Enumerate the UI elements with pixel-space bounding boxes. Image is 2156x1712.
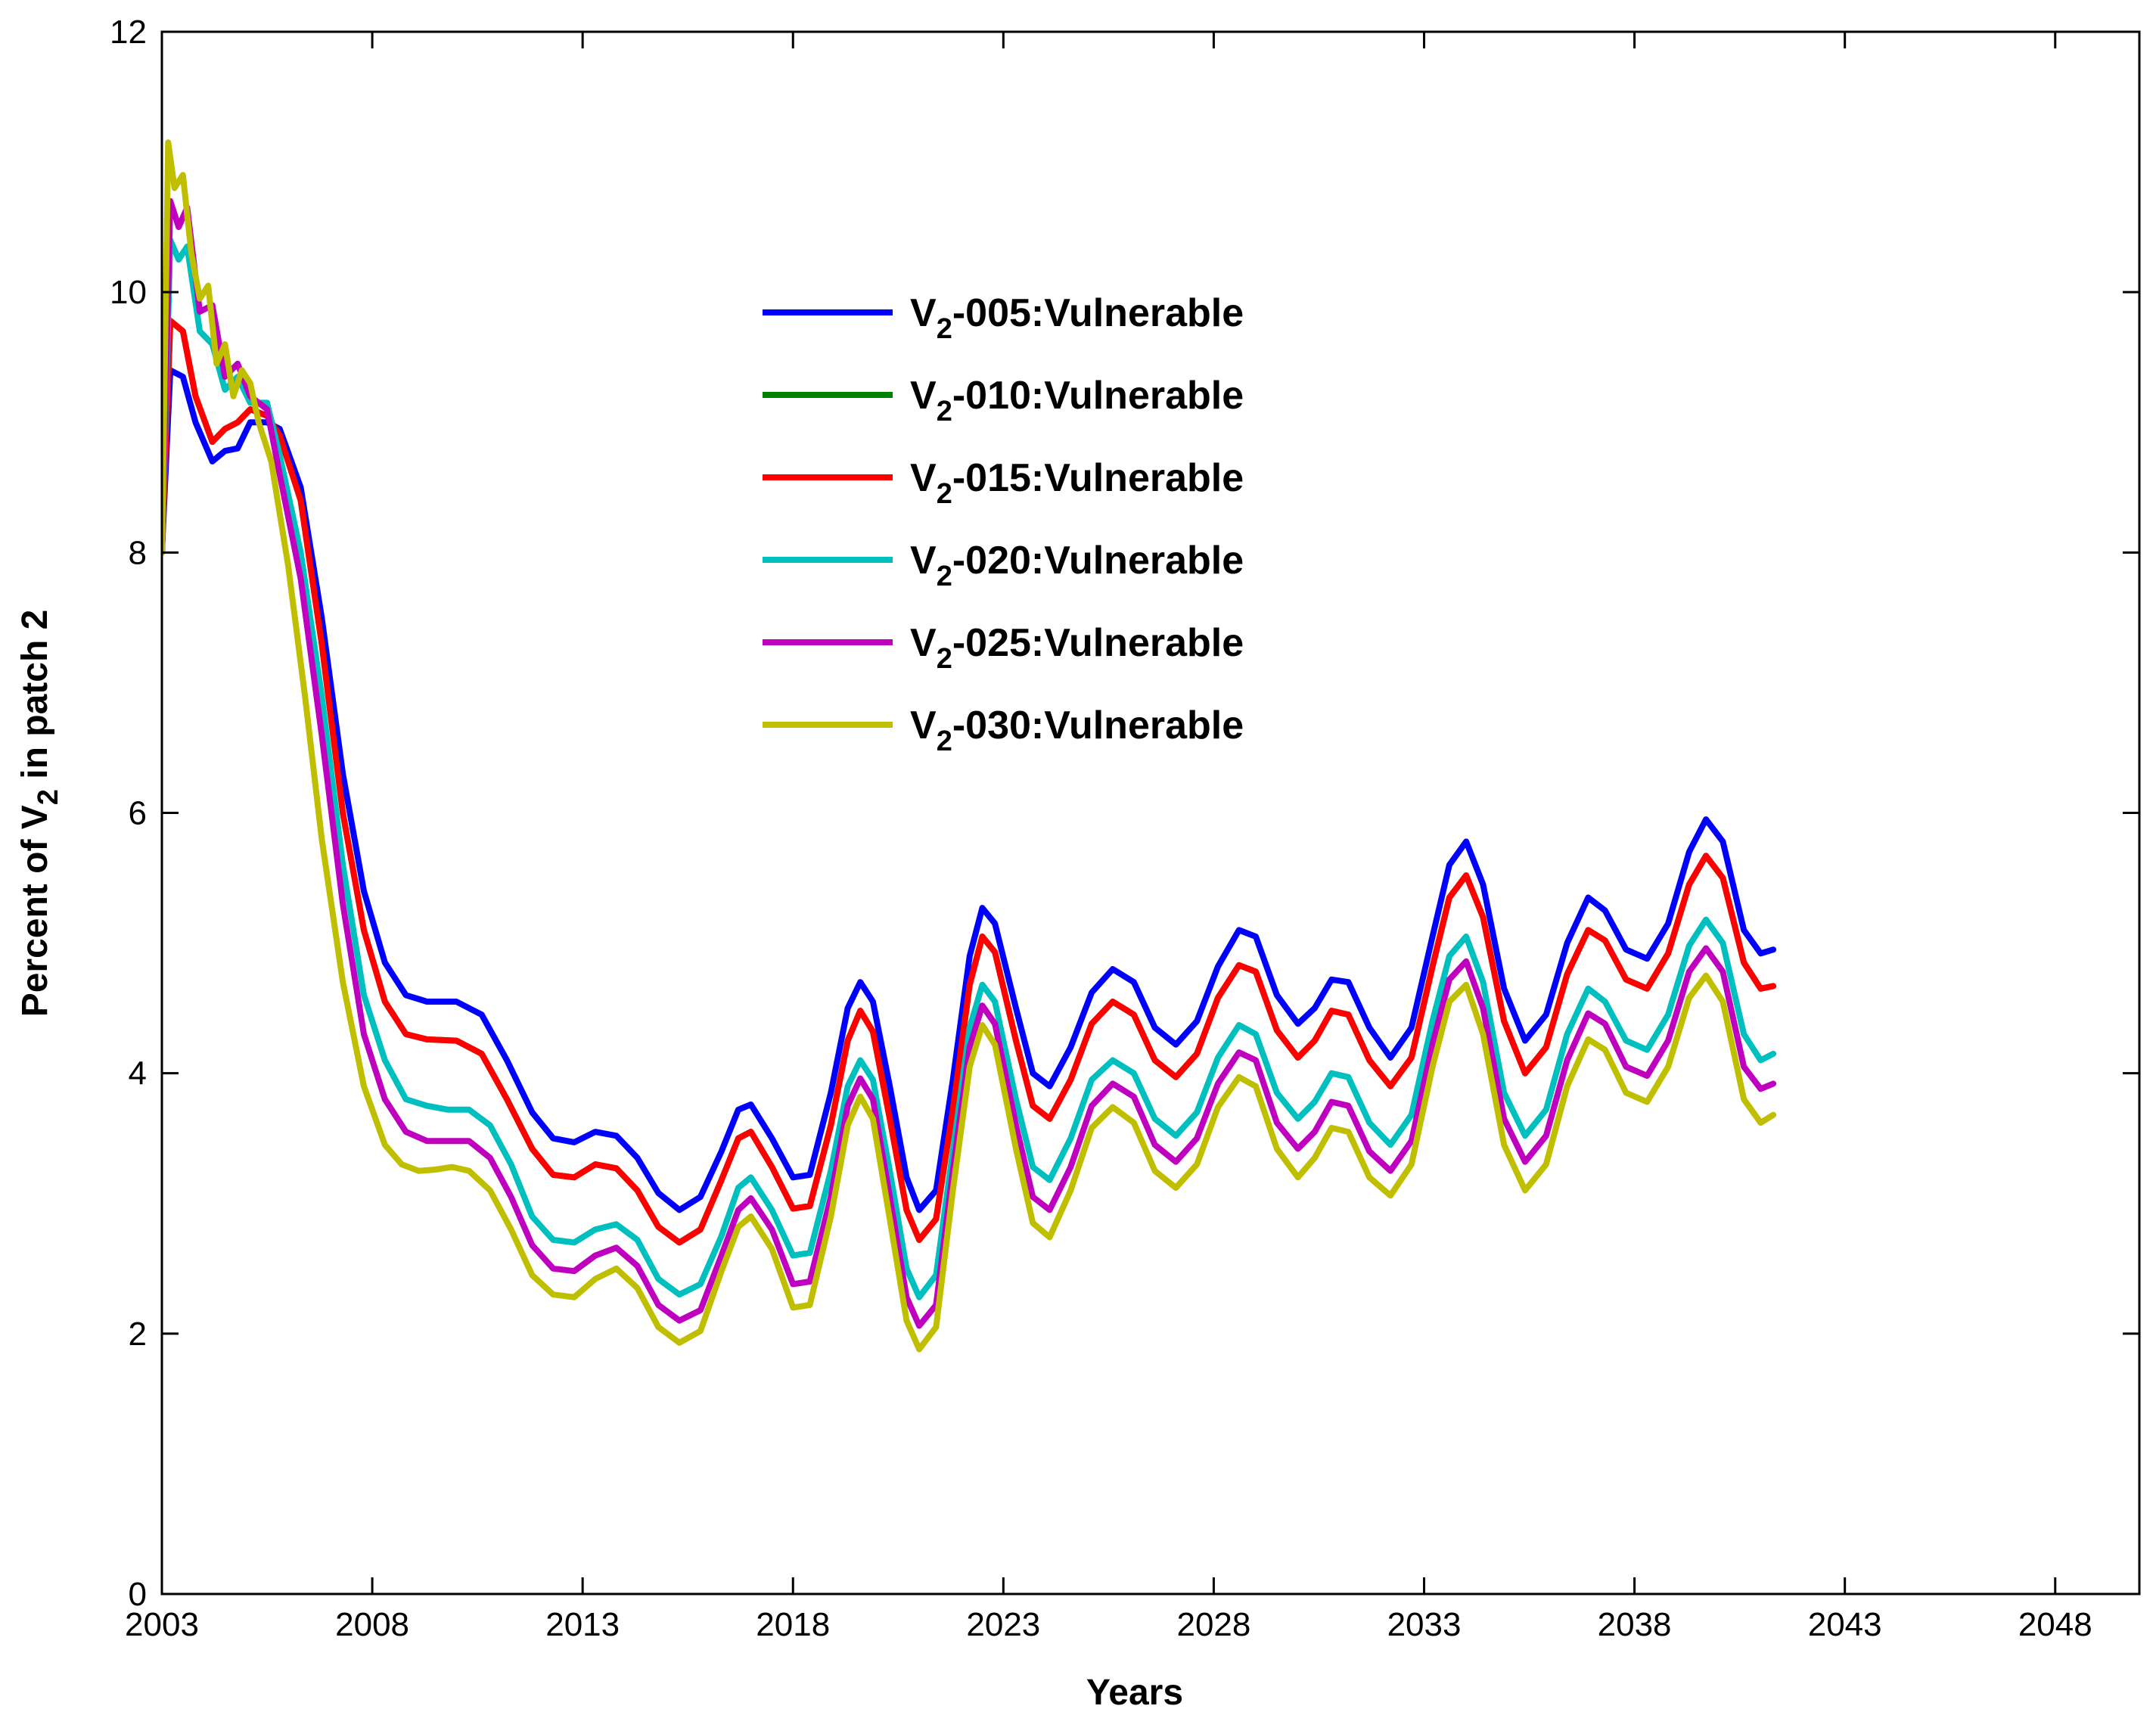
- legend-label-subscript: 2: [937, 643, 952, 675]
- legend-label-main: V: [910, 539, 937, 583]
- y-axis-title: Percent of V2 in patch 2: [15, 610, 64, 1018]
- y-axis-title-subscript: 2: [33, 789, 64, 805]
- x-tick-label: 2013: [545, 1606, 620, 1643]
- series-line-v2-005-vulnerable: [162, 367, 1777, 1213]
- x-tick-label: 2028: [1176, 1606, 1250, 1643]
- legend-label-subscript: 2: [937, 396, 952, 427]
- legend-label: V2-010:Vulnerable: [910, 374, 1244, 427]
- tick-layer: 2003 2008 2013 2018 2023 2028 2033 2038 2043 2048…: [110, 14, 2139, 1643]
- legend-label: V2-020:Vulnerable: [910, 539, 1244, 592]
- legend-label-subscript: 2: [937, 561, 952, 592]
- y-tick-label: 0: [129, 1576, 147, 1613]
- y-tick-label: 12: [110, 14, 147, 51]
- series-line-v2-015-vulnerable: [162, 318, 1777, 1246]
- legend-label-main: V: [910, 374, 937, 418]
- y-tick-label: 8: [129, 534, 147, 571]
- legend-label: V2-005:Vulnerable: [910, 291, 1244, 345]
- legend-label-subscript: 2: [937, 313, 952, 345]
- x-tick-label: 2048: [2018, 1606, 2092, 1643]
- legend-label-rest: -020:Vulnerable: [952, 539, 1244, 583]
- x-axis-title: Years: [1086, 1673, 1183, 1712]
- legend-label-rest: -015:Vulnerable: [952, 456, 1244, 500]
- legend-label-rest: -025:Vulnerable: [952, 621, 1244, 665]
- y-tick-label: 4: [129, 1055, 147, 1092]
- y-tick-label: 10: [110, 274, 147, 311]
- series-line-v2-020-vulnerable: [162, 237, 1777, 1300]
- legend-label-main: V: [910, 456, 937, 500]
- x-tick-label: 2033: [1387, 1606, 1462, 1643]
- legend-label: V2-025:Vulnerable: [910, 621, 1244, 675]
- x-tick-label: 2023: [966, 1606, 1040, 1643]
- x-tick-label: 2003: [125, 1606, 199, 1643]
- y-tick-label: 2: [129, 1316, 147, 1353]
- y-axis-title-suffix: in patch 2: [15, 610, 55, 789]
- y-axis-title-prefix: Percent of V: [15, 805, 55, 1017]
- legend-label-rest: -030:Vulnerable: [952, 704, 1244, 747]
- legend-label: V2-015:Vulnerable: [910, 456, 1244, 510]
- legend-label-rest: -005:Vulnerable: [952, 291, 1244, 335]
- legend-label-subscript: 2: [937, 478, 952, 510]
- legend-label-rest: -010:Vulnerable: [952, 374, 1244, 418]
- legend: V2-005:VulnerableV2-010:VulnerableV2-015…: [738, 261, 1313, 772]
- legend-label-subscript: 2: [937, 726, 952, 757]
- y-tick-label: 6: [129, 795, 147, 832]
- x-tick-label: 2043: [1808, 1606, 1882, 1643]
- x-tick-label: 2018: [756, 1606, 830, 1643]
- x-tick-label: 2008: [335, 1606, 409, 1643]
- legend-label-main: V: [910, 291, 937, 335]
- x-tick-label: 2038: [1598, 1606, 1672, 1643]
- series-layer: [162, 139, 1777, 1353]
- legend-box: [738, 261, 1313, 772]
- legend-label-main: V: [910, 704, 937, 747]
- legend-label-main: V: [910, 621, 937, 665]
- legend-label: V2-030:Vulnerable: [910, 704, 1244, 757]
- series-line-v2-030-vulnerable: [162, 139, 1777, 1353]
